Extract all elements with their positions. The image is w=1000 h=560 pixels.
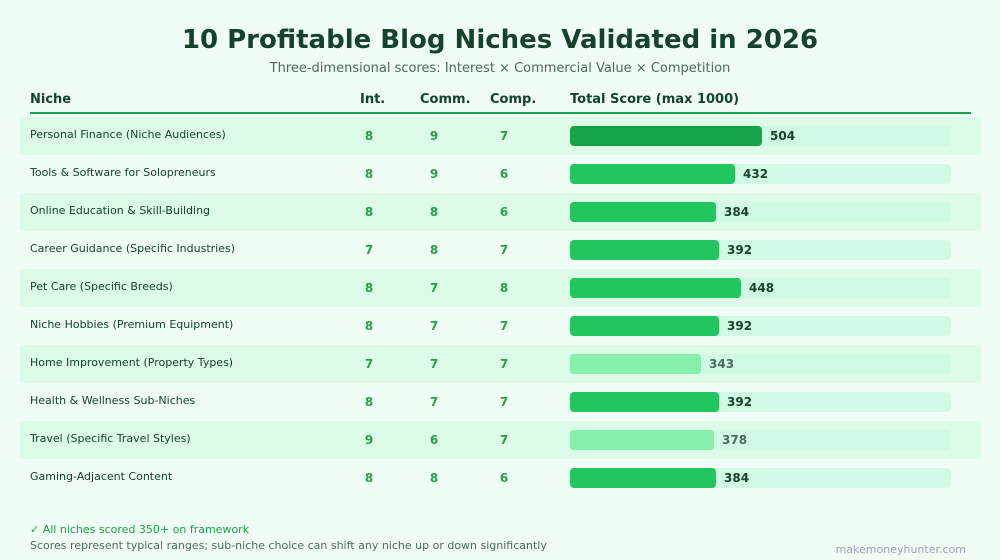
niche-label: Niche Hobbies (Premium Equipment) [30, 318, 234, 331]
score-bar-track [570, 240, 951, 260]
interest-score: 8 [364, 395, 374, 409]
competition-score: 7 [499, 433, 509, 447]
competition-score: 7 [499, 319, 509, 333]
interest-score: 8 [364, 205, 374, 219]
header-commercial: Comm. [420, 92, 471, 107]
commercial-score: 7 [429, 395, 439, 409]
score-value-label: 384 [724, 205, 750, 219]
header-niche: Niche [30, 92, 72, 107]
score-value-label: 392 [727, 319, 753, 333]
score-bar [570, 316, 719, 336]
table-row: Online Education & Skill-Building 8 8 6 384 [20, 193, 981, 231]
interest-score: 8 [364, 471, 374, 485]
score-value-label: 448 [749, 281, 775, 295]
niche-label: Health & Wellness Sub-Niches [30, 394, 196, 407]
competition-score: 6 [499, 167, 509, 181]
score-value-label: 384 [724, 471, 750, 485]
score-bar-track [570, 316, 951, 336]
site-credit: makemoneyhunter.com [835, 543, 966, 556]
table-row: Career Guidance (Specific Industries) 7 8 7… [20, 231, 981, 269]
niche-label: Online Education & Skill-Building [30, 204, 211, 217]
score-bar [570, 202, 716, 222]
score-value-label: 343 [709, 357, 735, 371]
chart-title: 10 Profitable Blog Niches Validated in 2… [181, 25, 819, 55]
competition-score: 7 [499, 395, 509, 409]
niche-label: Tools & Software for Solopreneurs [30, 166, 216, 179]
score-value-label: 392 [727, 243, 753, 257]
score-bar [570, 278, 741, 298]
score-bar-track [570, 126, 951, 146]
score-bar [570, 240, 719, 260]
score-bar-track [570, 202, 951, 222]
interest-score: 9 [364, 433, 374, 447]
interest-score: 7 [364, 357, 374, 371]
commercial-score: 7 [429, 281, 439, 295]
score-bar-track [570, 278, 951, 298]
commercial-score: 8 [429, 471, 439, 485]
niche-label: Home Improvement (Property Types) [30, 356, 234, 369]
score-bar [570, 468, 716, 488]
table-row: Travel (Specific Travel Styles) 9 6 7 378 [20, 421, 981, 459]
score-bar-track [570, 164, 951, 184]
interest-score: 8 [364, 319, 374, 333]
table-row: Health & Wellness Sub-Niches 8 7 7 392 [20, 383, 981, 421]
commercial-score: 6 [429, 433, 439, 447]
score-bar [570, 164, 735, 184]
score-bar [570, 126, 762, 146]
niche-label: Career Guidance (Specific Industries) [30, 242, 235, 255]
score-bar [570, 430, 714, 450]
score-value-label: 504 [770, 129, 796, 143]
interest-score: 8 [364, 167, 374, 181]
niche-label: Personal Finance (Niche Audiences) [30, 128, 226, 141]
footnote-note: Scores represent typical ranges; sub-nic… [30, 539, 547, 552]
chart-subtitle: Three-dimensional scores: Interest × Com… [269, 61, 731, 76]
score-value-label: 392 [727, 395, 753, 409]
score-bar-track [570, 468, 951, 488]
score-bar-track [570, 430, 951, 450]
competition-score: 6 [499, 205, 509, 219]
competition-score: 7 [499, 129, 509, 143]
competition-score: 7 [499, 243, 509, 257]
commercial-score: 7 [429, 319, 439, 333]
commercial-score: 9 [429, 129, 439, 143]
table-row: Personal Finance (Niche Audiences) 8 9 7 504 [20, 117, 981, 155]
commercial-score: 8 [429, 243, 439, 257]
header-competition: Comp. [490, 92, 537, 107]
commercial-score: 8 [429, 205, 439, 219]
niche-label: Travel (Specific Travel Styles) [30, 432, 191, 445]
score-bar-track [570, 392, 951, 412]
competition-score: 6 [499, 471, 509, 485]
score-bar [570, 392, 719, 412]
table-header: Niche Int. Comm. Comp. Total Score (max … [20, 90, 980, 114]
interest-score: 7 [364, 243, 374, 257]
table-row: Niche Hobbies (Premium Equipment) 8 7 7 392 [20, 307, 981, 345]
score-value-label: 378 [722, 433, 748, 447]
table-row: Gaming-Adjacent Content 8 8 6 384 [20, 459, 981, 497]
commercial-score: 9 [429, 167, 439, 181]
competition-score: 7 [499, 357, 509, 371]
table-row: Home Improvement (Property Types) 7 7 7 343 [20, 345, 981, 383]
header-interest: Int. [360, 92, 386, 107]
niche-label: Pet Care (Specific Breeds) [30, 280, 173, 293]
table-row: Tools & Software for Solopreneurs 8 9 6 432 [20, 155, 981, 193]
niche-label: Gaming-Adjacent Content [30, 470, 173, 483]
competition-score: 8 [499, 281, 509, 295]
interest-score: 8 [364, 129, 374, 143]
commercial-score: 7 [429, 357, 439, 371]
score-value-label: 432 [743, 167, 769, 181]
score-bar-track [570, 354, 951, 374]
niche-rows: Personal Finance (Niche Audiences) 8 9 7 504… [20, 117, 981, 497]
table-row: Pet Care (Specific Breeds) 8 7 8 448 [20, 269, 981, 307]
score-bar [570, 354, 701, 374]
header-total-score: Total Score (max 1000) [570, 92, 740, 107]
interest-score: 8 [364, 281, 374, 295]
footnote-check: ✓ All niches scored 350+ on framework [30, 523, 250, 536]
header-divider [30, 112, 971, 114]
